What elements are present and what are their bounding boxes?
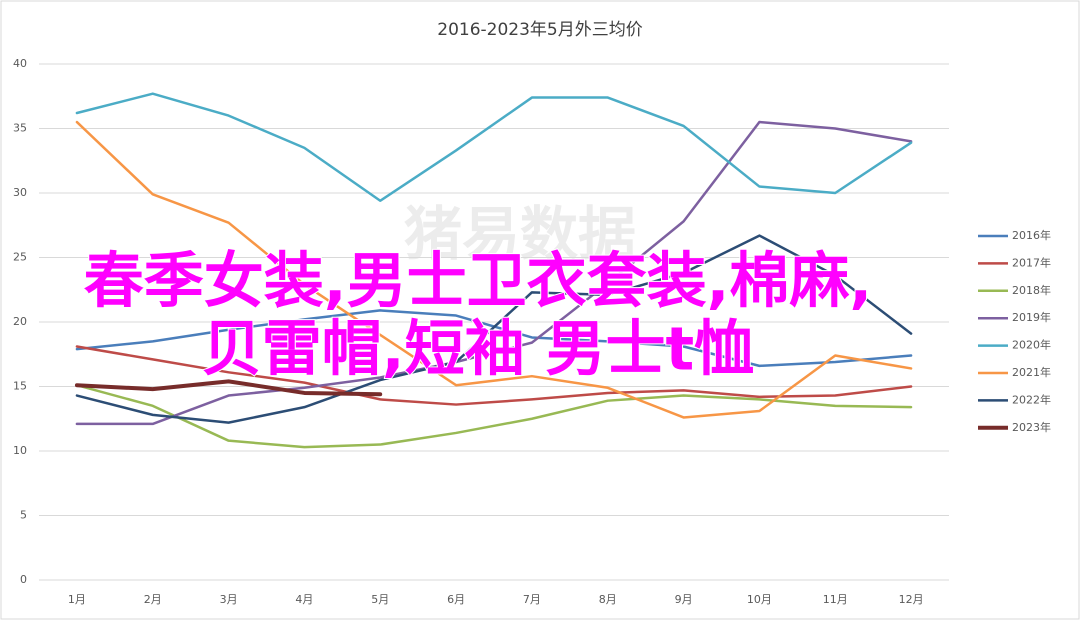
legend-label: 2023年 bbox=[1012, 420, 1051, 434]
y-tick-label: 30 bbox=[13, 186, 27, 199]
x-tick-label: 7月 bbox=[523, 593, 541, 606]
y-tick-label: 10 bbox=[13, 444, 27, 457]
series-line bbox=[75, 120, 913, 426]
overlay-text: 贝雷帽,短袖 男士t恤 bbox=[202, 315, 754, 385]
x-tick-label: 10月 bbox=[747, 593, 772, 606]
y-tick-label: 20 bbox=[13, 315, 27, 328]
series-line bbox=[74, 379, 383, 397]
y-tick-label: 0 bbox=[20, 573, 27, 586]
x-tick-label: 11月 bbox=[823, 593, 848, 606]
legend-label: 2016年 bbox=[1012, 228, 1051, 242]
series-line bbox=[75, 92, 913, 202]
chart-title: 2016-2023年5月外三均价 bbox=[437, 20, 642, 40]
series-line bbox=[75, 345, 913, 406]
x-tick-label: 1月 bbox=[68, 593, 86, 606]
y-tick-label: 25 bbox=[13, 251, 27, 264]
x-tick-label: 12月 bbox=[899, 593, 924, 606]
y-tick-label: 35 bbox=[13, 122, 27, 135]
x-tick-label: 9月 bbox=[675, 593, 693, 606]
series-line bbox=[75, 234, 913, 424]
legend-label: 2017年 bbox=[1012, 255, 1051, 269]
x-tick-label: 3月 bbox=[220, 593, 238, 606]
series-line bbox=[75, 120, 913, 419]
x-tick-label: 4月 bbox=[295, 593, 313, 606]
x-tick-label: 6月 bbox=[447, 593, 465, 606]
overlay-text: 春季女装,男士卫衣套装,棉麻, bbox=[84, 247, 872, 317]
x-tick-label: 5月 bbox=[371, 593, 389, 606]
watermark: 猪易数据 bbox=[404, 200, 636, 268]
y-tick-label: 40 bbox=[13, 57, 27, 70]
legend-label: 2022年 bbox=[1012, 392, 1051, 406]
y-tick-label: 15 bbox=[13, 380, 27, 393]
legend-label: 2021年 bbox=[1012, 365, 1051, 379]
x-tick-label: 8月 bbox=[599, 593, 617, 606]
legend-label: 2020年 bbox=[1012, 338, 1051, 352]
legend-label: 2019年 bbox=[1012, 310, 1051, 324]
legend-label: 2018年 bbox=[1012, 283, 1051, 297]
y-tick-label: 5 bbox=[20, 509, 27, 522]
x-tick-label: 2月 bbox=[144, 593, 162, 606]
